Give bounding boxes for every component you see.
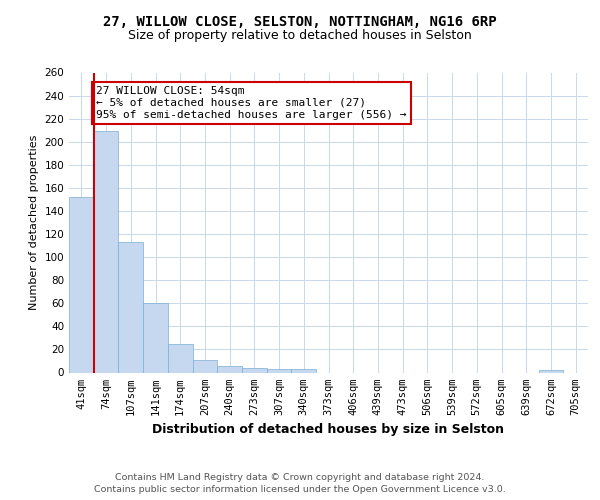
Bar bbox=[193, 360, 217, 372]
Bar bbox=[539, 370, 563, 372]
Text: Contains HM Land Registry data © Crown copyright and database right 2024.
Contai: Contains HM Land Registry data © Crown c… bbox=[94, 472, 506, 494]
Y-axis label: Number of detached properties: Number of detached properties bbox=[29, 135, 39, 310]
Bar bbox=[118, 242, 143, 372]
Bar bbox=[217, 366, 242, 372]
Bar bbox=[267, 369, 292, 372]
Bar bbox=[242, 368, 267, 372]
Text: 27 WILLOW CLOSE: 54sqm
← 5% of detached houses are smaller (27)
95% of semi-deta: 27 WILLOW CLOSE: 54sqm ← 5% of detached … bbox=[96, 86, 407, 120]
Bar bbox=[94, 132, 118, 372]
Bar bbox=[69, 197, 94, 372]
Text: Size of property relative to detached houses in Selston: Size of property relative to detached ho… bbox=[128, 28, 472, 42]
Bar bbox=[168, 344, 193, 372]
Text: 27, WILLOW CLOSE, SELSTON, NOTTINGHAM, NG16 6RP: 27, WILLOW CLOSE, SELSTON, NOTTINGHAM, N… bbox=[103, 14, 497, 28]
X-axis label: Distribution of detached houses by size in Selston: Distribution of detached houses by size … bbox=[152, 423, 505, 436]
Bar bbox=[292, 369, 316, 372]
Bar bbox=[143, 304, 168, 372]
